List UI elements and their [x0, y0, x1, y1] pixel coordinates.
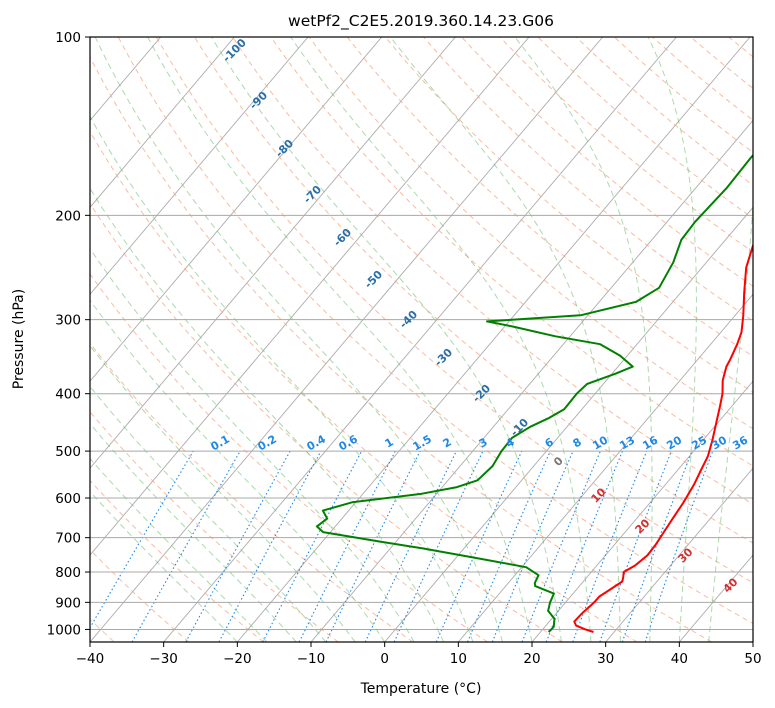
mixing-ratio-line	[621, 450, 693, 642]
dry-adiabat-line	[90, 548, 190, 642]
mixing-ratio-line	[572, 450, 648, 642]
mixing-ratio-line	[218, 450, 322, 642]
mixing-ratio-line	[491, 450, 574, 642]
dry-adiabat-line	[90, 479, 264, 642]
chart-title: wetPf2_C2E5.2019.360.14.23.G06	[288, 12, 554, 31]
mixing-ratio-line	[435, 450, 523, 642]
isotherm-line	[90, 37, 309, 295]
x-tick-label: 10	[450, 651, 467, 667]
x-tick-label: 30	[597, 651, 614, 667]
dry-adiabat-line	[90, 202, 563, 642]
y-tick-label: 1000	[47, 622, 81, 638]
temperature-profile-line	[573, 243, 753, 633]
y-tick-label: 600	[55, 491, 81, 507]
mixing-ratio-line	[131, 450, 241, 642]
y-axis-label: Pressure (hPa)	[11, 289, 27, 389]
moist-adiabat-line	[708, 198, 753, 642]
moist-adiabat-line	[90, 422, 297, 642]
x-tick-label: −40	[76, 651, 105, 667]
profile-lines	[315, 153, 753, 633]
moist-adiabat-line	[90, 385, 327, 642]
moist-adiabat-line	[90, 299, 386, 642]
dry-adiabat-line	[155, 37, 753, 584]
x-tick-label: 20	[523, 651, 540, 667]
moist-adiabat-line	[94, 37, 503, 642]
isotherm-line	[531, 380, 753, 642]
x-axis-label: Temperature (°C)	[360, 681, 482, 697]
isotherm-line	[457, 293, 753, 642]
moist-adiabat-line	[90, 247, 415, 642]
moist-adiabat-line	[90, 115, 474, 642]
isotherm-line	[90, 37, 383, 382]
y-tick-label: 300	[55, 313, 81, 329]
isotherm-line	[752, 641, 753, 642]
mixing-ratio-line	[298, 450, 396, 642]
y-axis-ticks: 100 200 300 400 500 600 700 800 900 1000	[47, 30, 90, 638]
moist-adiabat-line	[211, 37, 562, 642]
isotherm-line	[90, 37, 235, 209]
dry-adiabat-line	[232, 37, 753, 505]
isotherm-line	[90, 37, 456, 469]
dry-adiabat-line	[90, 130, 638, 642]
moist-adiabat-line	[90, 187, 445, 642]
y-tick-label: 500	[55, 444, 81, 460]
dry-adiabat-line	[308, 37, 753, 430]
y-tick-label: 800	[55, 565, 81, 581]
plot-frame	[89, 36, 754, 643]
moist-adiabat-line	[390, 37, 621, 642]
x-tick-label: 40	[671, 651, 688, 667]
isotherm-line	[605, 467, 753, 642]
mixing-ratio-line	[325, 450, 421, 642]
dry-adiabat-line	[90, 411, 339, 642]
moist-adiabat-line	[147, 37, 533, 642]
pressure-grid	[90, 37, 753, 630]
mixing-ratio-line	[466, 450, 551, 642]
plot-background	[90, 37, 753, 642]
dry-adiabat-line	[117, 37, 753, 625]
dry-adiabat-line	[384, 37, 753, 357]
dry-adiabat-line	[90, 273, 488, 642]
isotherm-line	[163, 37, 677, 642]
dry-adiabat-line	[767, 37, 775, 642]
x-tick-label: −10	[297, 651, 326, 667]
x-tick-label: 0	[380, 651, 389, 667]
x-tick-label: −30	[149, 651, 178, 667]
dry-adiabat-line	[270, 37, 753, 467]
isotherm-line	[90, 37, 604, 642]
moist-adiabat-line	[290, 37, 592, 642]
dewpoint-profile-line	[315, 153, 753, 633]
dry-adiabat-line	[90, 55, 712, 642]
mixing-ratio-line	[521, 450, 601, 642]
background-lines	[90, 37, 775, 642]
isotherm-line	[236, 37, 751, 642]
x-tick-label: −20	[223, 651, 252, 667]
isotherm-line	[310, 119, 753, 642]
mixing-ratio-line	[185, 450, 291, 642]
mixing-ratio-line	[644, 450, 714, 642]
moist-adiabat-line	[90, 344, 356, 642]
x-tick-label: 50	[744, 651, 761, 667]
isotherm-line	[384, 206, 753, 642]
y-tick-label: 100	[55, 30, 81, 46]
y-tick-label: 700	[55, 531, 81, 547]
x-axis-ticks: −40 −30 −20 −10 0 10 20 30 40 50	[76, 642, 762, 667]
dry-adiabat-line	[90, 342, 414, 642]
y-tick-label: 900	[55, 595, 81, 611]
y-tick-label: 400	[55, 387, 81, 403]
moist-adiabat-line	[514, 37, 653, 642]
dry-adiabat-line	[194, 37, 753, 544]
y-tick-label: 200	[55, 208, 81, 224]
isotherm-line	[90, 37, 530, 556]
mixing-ratio-line	[599, 450, 672, 642]
moist-adiabat-line	[647, 37, 697, 642]
